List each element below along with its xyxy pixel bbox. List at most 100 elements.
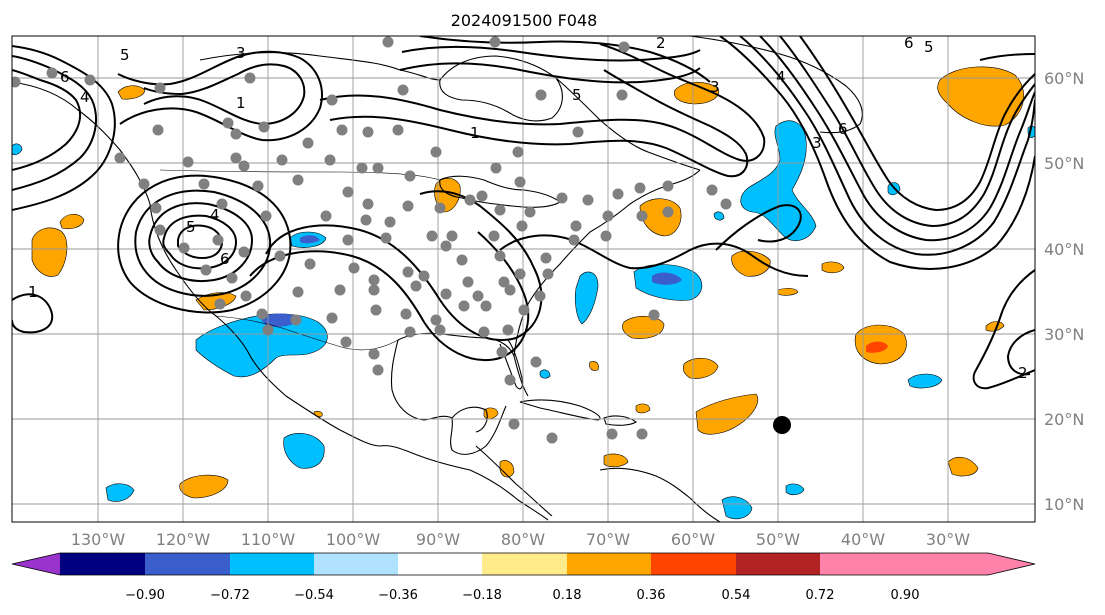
warm-patch-alaska (117, 85, 146, 100)
station-marker (368, 284, 380, 296)
contour-line-v (265, 190, 543, 341)
warm-patch-caribbean-2 (499, 460, 515, 478)
station-marker (472, 290, 484, 302)
contour-label: 1 (28, 283, 38, 301)
lon-tick-50w: 50°W (756, 530, 800, 549)
station-marker (326, 312, 338, 324)
station-marker (440, 240, 452, 252)
cold-patch-bermuda (574, 271, 599, 325)
cold-core-colorado (300, 235, 320, 244)
lon-tick-40w: 40°W (841, 530, 885, 549)
colorbar-label: −0.72 (210, 588, 250, 603)
station-marker (582, 194, 594, 206)
warm-patch-caribbean-4 (589, 361, 599, 371)
colorbar-segment (230, 553, 314, 575)
contour-label: 4 (776, 68, 786, 86)
station-marker (348, 262, 360, 274)
contour-label: 3 (812, 134, 822, 152)
colorbar-label: 0.72 (806, 588, 835, 603)
station-marker (440, 288, 452, 300)
warm-patch-atlantic-8 (947, 456, 979, 477)
lon-tick-70w: 70°W (586, 530, 630, 549)
contour-label: 4 (210, 206, 220, 224)
colorbar-label: 0.36 (637, 588, 666, 603)
station-marker (546, 432, 558, 444)
station-marker (230, 128, 242, 140)
station-marker (508, 418, 520, 430)
station-marker (84, 74, 96, 86)
cold-patch-alaska-west (12, 143, 23, 156)
colorbar-label: −0.90 (125, 588, 165, 603)
warm-patch-atlantic-9 (985, 321, 1005, 332)
station-marker (446, 230, 458, 242)
station-marker (370, 304, 382, 316)
colorbar-segment (820, 553, 905, 575)
station-marker (618, 41, 630, 53)
contour-line-k (319, 43, 766, 162)
station-marker (340, 336, 352, 348)
warm-patch-pacific-west (31, 227, 68, 277)
lat-tick-10n: 10°N (1044, 495, 1084, 514)
station-marker (382, 36, 394, 48)
station-marker (138, 178, 150, 190)
cold-patch-eastpac-2 (105, 483, 135, 502)
cold-patch-atlantic-c (907, 373, 943, 389)
station-marker (360, 214, 372, 226)
warm-patch-pacific-west-2 (59, 213, 85, 230)
contour-line-y (12, 293, 54, 334)
lat-tick-50n: 50°N (1044, 154, 1084, 173)
contour-line-zb (715, 204, 802, 251)
station-marker (430, 146, 442, 158)
station-marker (356, 162, 368, 174)
colorbar-segment (398, 553, 482, 575)
contour-line-d (162, 214, 238, 270)
station-marker (216, 198, 228, 210)
station-marker (368, 274, 380, 286)
colorbar-outline (11, 552, 1036, 576)
station-marker (480, 300, 492, 312)
hot-core-atlantic-5 (866, 341, 888, 353)
station-marker (372, 364, 384, 376)
station-marker (400, 308, 412, 320)
station-marker (252, 180, 264, 192)
station-marker (504, 374, 516, 386)
contour-label: 6 (60, 68, 70, 86)
station-marker (434, 202, 446, 214)
station-marker (518, 304, 530, 316)
station-marker (476, 190, 488, 202)
station-marker (238, 160, 250, 172)
station-marker (154, 224, 166, 236)
cold-patch-cuba (539, 369, 551, 379)
contour-line-p (719, 36, 1035, 270)
station-marker (260, 210, 272, 222)
station-marker (530, 356, 542, 368)
station-marker (262, 324, 274, 336)
station-marker (662, 180, 674, 192)
station-marker (572, 126, 584, 138)
south-america-coast (599, 467, 721, 522)
warm-patch-atlantic-3 (777, 287, 799, 296)
station-marker (200, 264, 212, 276)
station-marker (292, 286, 304, 298)
contour-line-o (419, 36, 711, 83)
station-marker (478, 326, 490, 338)
warm-patch-eastpac (179, 474, 229, 499)
contour-label: 1 (470, 124, 480, 142)
warm-patch-atlantic-2 (821, 261, 845, 274)
station-marker (556, 192, 568, 204)
contour-layer (12, 36, 1035, 390)
station-marker (274, 250, 286, 262)
colorbar: −0.90 −0.72 −0.54 −0.36 −0.18 0.18 0.36 … (11, 552, 1036, 603)
station-marker (568, 234, 580, 246)
greenland-outline (689, 36, 863, 134)
colorbar-label: 0.54 (722, 588, 751, 603)
longitude-tick-labels: 130°W 120°W 110°W 100°W 90°W 80°W 70°W 6… (71, 530, 970, 549)
lon-tick-120w: 120°W (156, 530, 211, 549)
station-marker (368, 348, 380, 360)
contour-label: 4 (80, 88, 90, 106)
station-marker (498, 276, 510, 288)
colorbar-label: −0.54 (294, 588, 334, 603)
contour-line-t (799, 36, 1035, 212)
contour-line-za (1006, 329, 1035, 376)
station-marker (602, 210, 614, 222)
